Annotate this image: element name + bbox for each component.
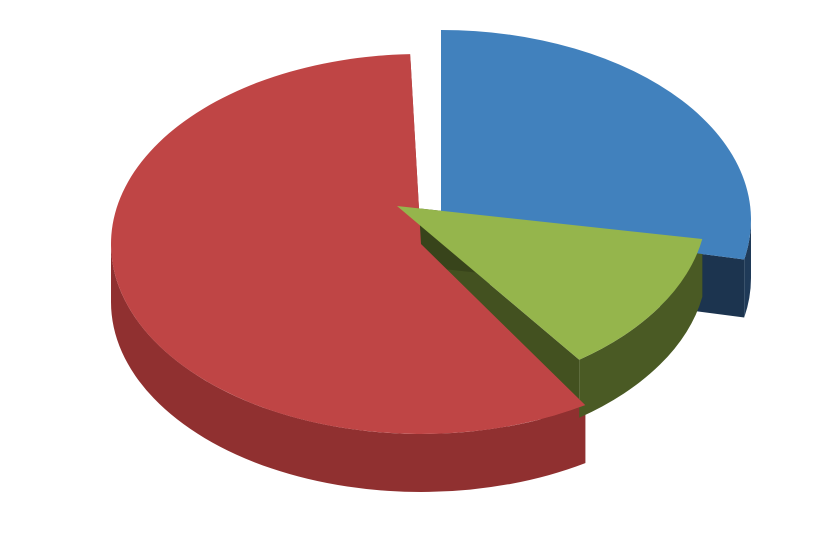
pie-chart-3d: [0, 0, 838, 533]
